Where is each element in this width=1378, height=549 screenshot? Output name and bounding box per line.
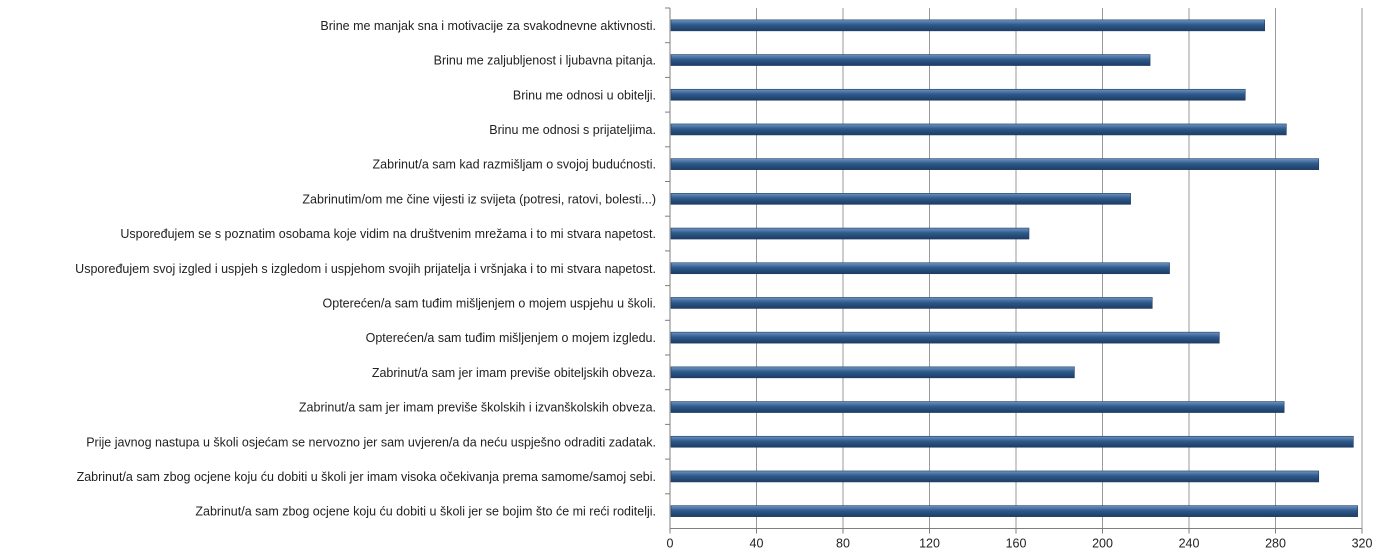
bar-9 <box>670 297 1153 309</box>
bar-8 <box>670 262 1170 275</box>
bar-4 <box>670 123 1287 136</box>
category-label: Prije javnog nastupa u školi osjećam se … <box>86 435 656 449</box>
category-label: Opterećen/a sam tuđim mišljenjem o mojem… <box>366 331 656 345</box>
bar-6 <box>670 193 1131 205</box>
category-label: Zabrinut/a sam jer imam previše školskih… <box>299 401 656 415</box>
x-tick-label: 200 <box>1092 537 1113 549</box>
category-label: Opterećen/a sam tuđim mišljenjem o mojem… <box>323 296 656 310</box>
bar-1 <box>670 19 1265 32</box>
x-tick-label: 0 <box>667 537 674 549</box>
bar-15 <box>670 505 1358 517</box>
bar-3 <box>670 88 1246 101</box>
x-tick-label: 240 <box>1179 537 1200 549</box>
category-label: Uspoređujem se s poznatim osobama koje v… <box>120 227 656 241</box>
x-tick-label: 320 <box>1352 537 1373 549</box>
bar-7 <box>670 227 1030 240</box>
category-label: Zabrinut/a sam zbog ocjene koju ću dobit… <box>77 470 656 484</box>
category-label: Zabrinutim/om me čine vijesti iz svijeta… <box>302 192 656 206</box>
category-label: Brinu me odnosi s prijateljima. <box>489 123 656 137</box>
bar-2 <box>670 54 1151 66</box>
category-label: Brinu me zaljubljenost i ljubavna pitanj… <box>434 54 656 68</box>
x-tick-label: 80 <box>836 537 850 549</box>
bar-12 <box>670 401 1285 413</box>
x-tick-label: 120 <box>919 537 940 549</box>
bar-10 <box>670 331 1220 344</box>
bar-5 <box>670 158 1320 170</box>
x-tick-label: 280 <box>1265 537 1286 549</box>
bars <box>670 19 1358 517</box>
category-label: Uspoređujem svoj izgled i uspjeh s izgle… <box>75 262 656 276</box>
bar-11 <box>670 366 1075 379</box>
category-label: Brinu me odnosi u obitelji. <box>513 88 656 102</box>
x-tick-label: 160 <box>1006 537 1027 549</box>
bar-14 <box>670 470 1320 483</box>
x-tick-label: 40 <box>750 537 764 549</box>
category-label: Brine me manjak sna i motivacije za svak… <box>320 19 656 33</box>
category-label: Zabrinut/a sam zbog ocjene koju ću dobit… <box>195 505 656 519</box>
category-label: Zabrinut/a sam kad razmišljam o svojoj b… <box>373 158 656 172</box>
x-tick-labels: 0 40 80 120 160 200 240 280 320 <box>667 537 1373 549</box>
category-label: Zabrinut/a sam jer imam previše obiteljs… <box>372 366 656 380</box>
category-labels: Brine me manjak sna i motivacije za svak… <box>75 19 656 519</box>
bar-13 <box>670 435 1354 448</box>
axes <box>665 7 1363 534</box>
